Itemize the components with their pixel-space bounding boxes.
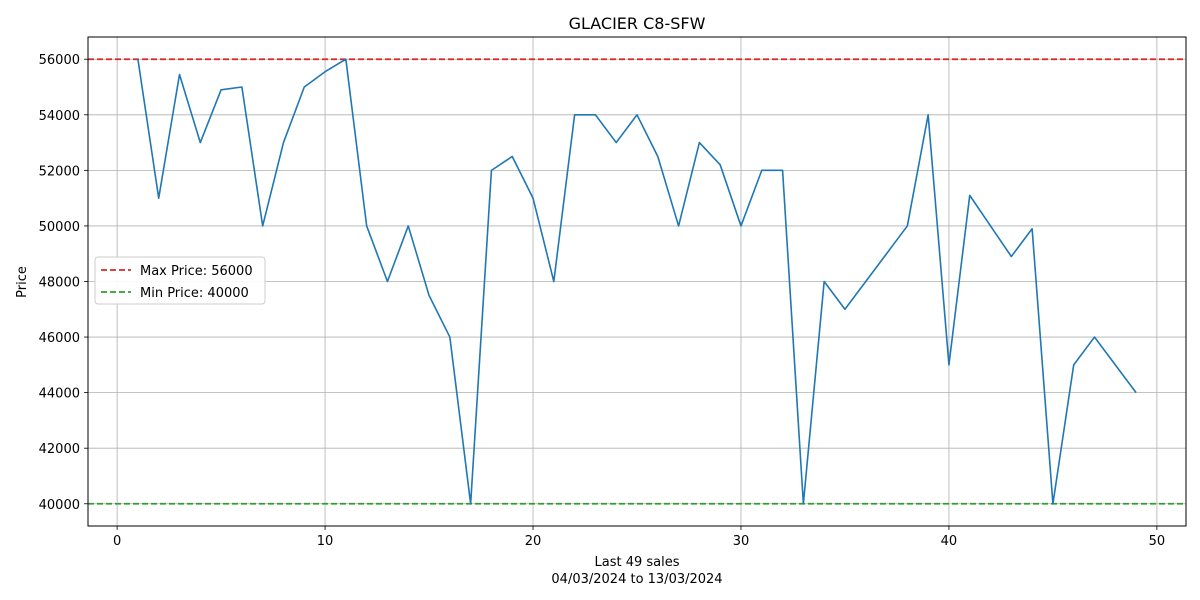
reference-lines bbox=[88, 58, 1186, 505]
series-layer bbox=[137, 58, 1137, 505]
y-tick-label: 42000 bbox=[39, 442, 80, 457]
chart-title: GLACIER C8-SFW bbox=[569, 14, 706, 33]
x-tick-label: 40 bbox=[941, 534, 958, 549]
y-tick-label: 46000 bbox=[39, 331, 80, 346]
y-tick-label: 40000 bbox=[39, 498, 80, 513]
x-tick-label: 0 bbox=[113, 534, 121, 549]
y-tick-label: 48000 bbox=[39, 276, 80, 291]
legend-max-label: Max Price: 56000 bbox=[140, 264, 253, 279]
y-tick-label: 50000 bbox=[39, 220, 80, 235]
y-tick-label: 56000 bbox=[39, 53, 80, 68]
x-tick-label: 50 bbox=[1149, 534, 1166, 549]
x-axis-sublabel: 04/03/2024 to 13/03/2024 bbox=[551, 572, 722, 587]
legend-min-label: Min Price: 40000 bbox=[140, 286, 249, 301]
x-tick-label: 10 bbox=[317, 534, 334, 549]
x-tick-label: 20 bbox=[525, 534, 542, 549]
y-axis-label: Price bbox=[15, 266, 30, 298]
legend: Max Price: 56000 Min Price: 40000 bbox=[94, 256, 266, 305]
y-tick-label: 44000 bbox=[39, 387, 80, 402]
legend-box bbox=[94, 256, 266, 305]
axis-ticks: 0 10 20 30 40 50 40000 42000 44000 46000 48000 5000… bbox=[39, 53, 1166, 549]
x-tick-label: 30 bbox=[733, 534, 750, 549]
plot-frame bbox=[87, 36, 1187, 527]
y-tick-label: 52000 bbox=[39, 164, 80, 179]
x-axis-label: Last 49 sales bbox=[594, 555, 679, 570]
y-tick-label: 54000 bbox=[39, 109, 80, 124]
price-series-line bbox=[137, 58, 1137, 505]
